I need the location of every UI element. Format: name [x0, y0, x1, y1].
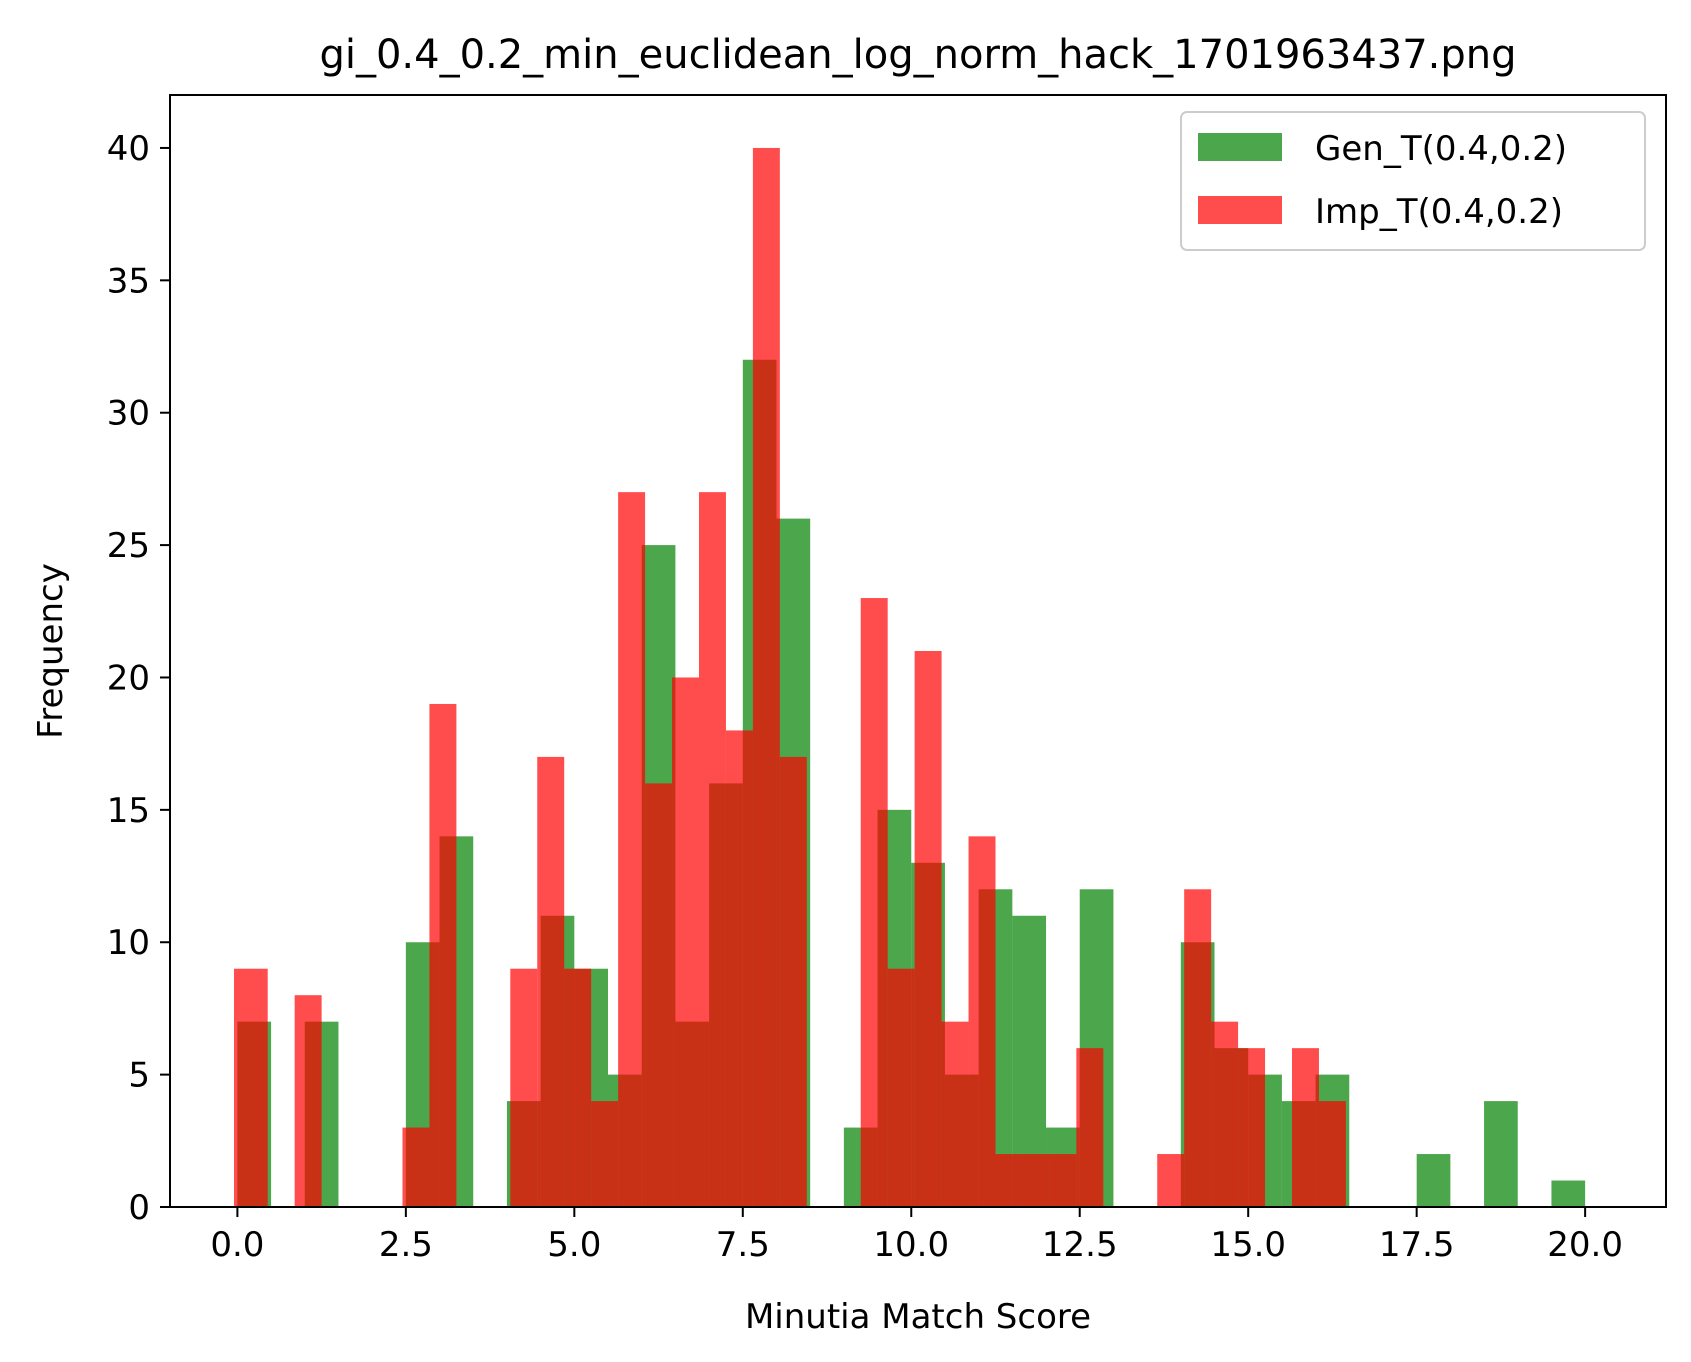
bar-imp-8	[618, 492, 646, 1208]
x-tick-label: 15.0	[1210, 1225, 1286, 1265]
bars-layer	[234, 147, 1586, 1208]
bar-imp-10	[672, 677, 699, 1207]
x-tick-label: 20.0	[1547, 1225, 1623, 1265]
bar-imp-2	[402, 1127, 430, 1207]
y-axis-label: Frequency	[31, 563, 71, 739]
legend: Gen_T(0.4,0.2) Imp_T(0.4,0.2)	[1180, 111, 1646, 251]
bar-imp-5	[537, 756, 565, 1207]
x-axis-label: Minutia Match Score	[745, 1297, 1091, 1337]
y-tick-label: 35	[107, 261, 150, 301]
bar-imp-27	[1238, 1048, 1266, 1207]
bar-imp-19	[968, 836, 996, 1207]
legend-label-gen: Gen_T(0.4,0.2)	[1315, 129, 1567, 169]
y-tick-label: 20	[107, 658, 150, 698]
bar-imp-3	[429, 703, 457, 1207]
bar-imp-6	[564, 968, 592, 1207]
x-tick-label: 5.0	[547, 1225, 601, 1265]
y-axis-ticks: 0 5 10 15 20 25 30 35 40	[107, 129, 170, 1228]
x-axis-ticks: 0.0 2.5 5.0 7.5 10.0 12.5 15.0 17.5 20.0	[210, 1207, 1623, 1265]
x-tick-label: 0.0	[210, 1225, 264, 1265]
y-tick-label: 30	[107, 394, 150, 434]
bar-imp-23	[1076, 1048, 1104, 1207]
bar-imp-4	[510, 968, 538, 1207]
bar-imp-26	[1211, 1021, 1239, 1207]
bar-imp-17	[914, 651, 942, 1207]
bar-imp-24	[1157, 1154, 1185, 1207]
bar-imp-1	[294, 995, 322, 1207]
bar-imp-25	[1184, 889, 1212, 1207]
bar-imp-11	[698, 492, 726, 1208]
bar-imp-12	[725, 730, 753, 1207]
legend-frame	[1180, 111, 1646, 251]
bar-imp-15	[860, 598, 888, 1207]
y-tick-label: 40	[107, 129, 150, 169]
bar-imp-29	[1318, 1101, 1346, 1207]
bar-imp-13	[752, 147, 780, 1207]
legend-swatch-gen	[1198, 133, 1282, 161]
bar-imp-0	[234, 968, 268, 1207]
bar-gen-28	[1551, 1180, 1586, 1207]
bar-imp-9	[645, 783, 673, 1207]
bar-imp-14	[779, 756, 807, 1207]
plot-frame	[169, 94, 1667, 1208]
bar-imp-16	[887, 968, 915, 1207]
x-tick-label: 2.5	[379, 1225, 433, 1265]
legend-swatch-imp	[1198, 196, 1282, 224]
bar-imp-20	[995, 1154, 1023, 1207]
legend-label-imp: Imp_T(0.4,0.2)	[1315, 192, 1563, 232]
y-tick-label: 15	[107, 791, 150, 831]
x-tick-label: 10.0	[873, 1225, 949, 1265]
bar-imp-28	[1292, 1048, 1319, 1207]
y-tick-label: 25	[107, 526, 150, 566]
x-tick-label: 12.5	[1042, 1225, 1118, 1265]
bar-gen-26	[1416, 1154, 1451, 1207]
chart-title: gi_0.4_0.2_min_euclidean_log_norm_hack_1…	[319, 32, 1516, 78]
x-tick-label: 17.5	[1379, 1225, 1455, 1265]
y-tick-label: 10	[107, 923, 150, 963]
bar-gen-27	[1484, 1101, 1518, 1207]
y-tick-label: 5	[128, 1056, 150, 1096]
bar-imp-7	[591, 1101, 619, 1207]
y-tick-label: 0	[128, 1188, 150, 1228]
bar-imp-18	[941, 1021, 969, 1207]
x-tick-label: 7.5	[716, 1225, 770, 1265]
bar-imp-21	[1022, 1154, 1050, 1207]
bar-imp-22	[1049, 1154, 1077, 1207]
